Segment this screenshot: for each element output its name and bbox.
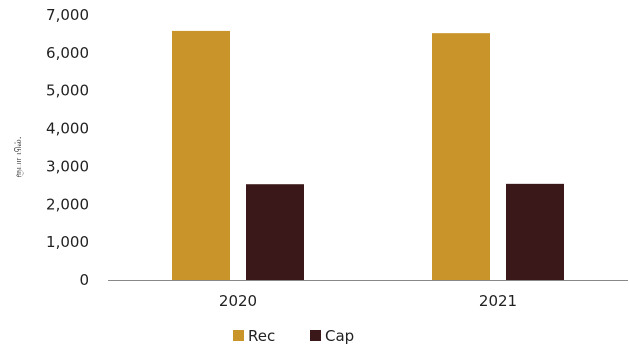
y-tick-label: 3,000 bbox=[46, 157, 89, 175]
y-tick-label: 0 bbox=[79, 271, 89, 289]
y-tick-label: 6,000 bbox=[46, 44, 89, 62]
x-tick-label: 2021 bbox=[479, 292, 517, 310]
legend: Rec Cap bbox=[233, 327, 354, 345]
y-axis-label: ரூபா பில். bbox=[14, 136, 24, 177]
y-tick-label: 2,000 bbox=[46, 195, 89, 213]
x-tick-label: 2020 bbox=[219, 292, 257, 310]
y-axis-ticks: 0 1,000 2,000 3,000 4,000 5,000 6,000 7,000 bbox=[46, 6, 89, 289]
legend-swatch-cap bbox=[310, 330, 321, 341]
y-tick-label: 4,000 bbox=[46, 120, 89, 138]
bars bbox=[172, 31, 564, 280]
y-tick-label: 1,000 bbox=[46, 233, 89, 251]
legend-swatch-rec bbox=[233, 330, 244, 341]
legend-label-rec: Rec bbox=[248, 327, 275, 345]
y-tick-label: 7,000 bbox=[46, 6, 89, 24]
legend-label-cap: Cap bbox=[325, 327, 354, 345]
bar-cap-2020 bbox=[246, 184, 304, 280]
bar-cap-2021 bbox=[506, 184, 564, 280]
x-axis-ticks: 2020 2021 bbox=[219, 292, 517, 310]
y-tick-label: 5,000 bbox=[46, 82, 89, 100]
bar-rec-2020 bbox=[172, 31, 230, 280]
bar-rec-2021 bbox=[432, 33, 490, 280]
